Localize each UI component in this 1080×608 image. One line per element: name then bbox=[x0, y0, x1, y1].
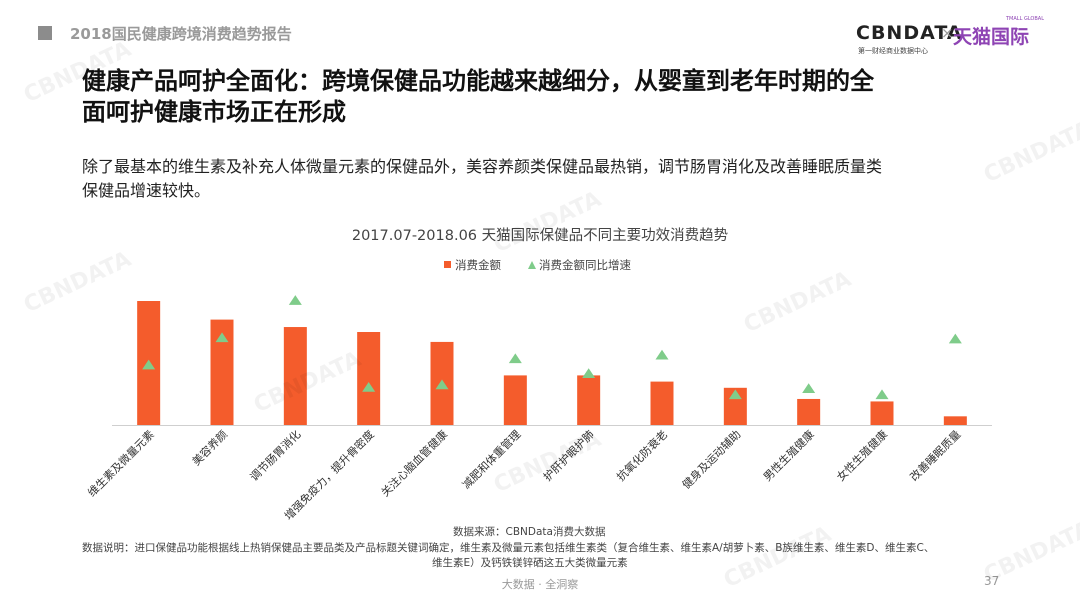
growth-marker bbox=[948, 333, 962, 344]
growth-marker bbox=[435, 379, 449, 390]
chart-title: 2017.07-2018.06 天猫国际保健品不同主要功效消费趋势 bbox=[352, 227, 728, 244]
legend-marker-swatch bbox=[528, 261, 536, 269]
growth-marker bbox=[215, 332, 229, 343]
page-number: 37 bbox=[984, 574, 1000, 588]
bar bbox=[503, 375, 527, 425]
x-tick-label: 护肝护眼护肺 bbox=[540, 427, 597, 484]
data-source: 数据来源：CBNData消费大数据 bbox=[453, 526, 606, 538]
growth-marker bbox=[508, 353, 522, 364]
report-title: 2018国民健康跨境消费趋势报告 bbox=[70, 25, 292, 43]
bar bbox=[943, 416, 967, 425]
x-tick-label: 女性生殖健康 bbox=[834, 427, 891, 484]
growth-marker bbox=[288, 295, 302, 305]
data-note-line-2: 维生素E）及钙铁镁锌硒这五大类微量元素 bbox=[432, 557, 628, 569]
x-tick-label: 调节肠胃消化 bbox=[247, 427, 304, 484]
bar bbox=[283, 327, 307, 425]
x-tick-label: 改善睡眠质量 bbox=[907, 427, 964, 484]
tmall-global-logo-text: 天猫国际 bbox=[953, 26, 1030, 48]
growth-marker bbox=[142, 359, 156, 370]
growth-marker bbox=[728, 389, 742, 400]
bar bbox=[723, 387, 747, 425]
x-tick-label: 抗氧化防衰老 bbox=[614, 427, 671, 484]
headline-line-1: 健康产品呵护全面化：跨境保健品功能越来越细分，从婴童到老年时期的全 bbox=[82, 67, 874, 95]
x-tick-label: 维生素及微量元素 bbox=[85, 427, 157, 499]
x-tick-label: 健身及运动辅助 bbox=[679, 427, 743, 491]
header-square-icon bbox=[38, 26, 52, 40]
cbndata-logo-text: CBNDATA bbox=[856, 22, 963, 44]
bar bbox=[577, 375, 601, 425]
growth-marker bbox=[582, 368, 596, 379]
bar bbox=[870, 401, 894, 425]
summary-line-2: 保健品增速较快。 bbox=[82, 181, 211, 200]
bar bbox=[650, 381, 674, 425]
legend-marker-label: 消费金额同比增速 bbox=[539, 258, 631, 272]
growth-marker bbox=[362, 381, 376, 392]
brand-logo: CBNDATA 第一财经商业数据中心 × 天猫国际 TMALL GLOBAL bbox=[856, 16, 1046, 55]
bar bbox=[210, 319, 234, 425]
bar bbox=[797, 398, 821, 425]
logo-separator: × bbox=[941, 24, 954, 42]
data-note-line-1: 数据说明：进口保健品功能根据线上热销保健品主要品类及产品标题关键词确定，维生素及… bbox=[82, 542, 935, 554]
x-tick-label: 关注心脑血管健康 bbox=[378, 427, 450, 499]
growth-marker bbox=[655, 349, 669, 360]
cbndata-logo-subtitle: 第一财经商业数据中心 bbox=[858, 47, 928, 55]
x-tick-label: 美容养颜 bbox=[189, 427, 230, 468]
bar bbox=[357, 332, 381, 425]
headline-line-2: 面呵护健康市场正在形成 bbox=[82, 98, 346, 126]
growth-marker bbox=[875, 389, 889, 400]
x-tick-label: 减肥和体重管理 bbox=[459, 427, 523, 491]
legend-bar-label: 消费金额 bbox=[455, 258, 501, 272]
legend-bar-swatch bbox=[444, 261, 451, 268]
page-headline: 健康产品呵护全面化：跨境保健品功能越来越细分，从婴童到老年时期的全 面呵护健康市… bbox=[82, 66, 1012, 128]
growth-marker bbox=[802, 383, 816, 393]
page-summary: 除了最基本的维生素及补充人体微量元素的保健品外，美容养颜类保健品最热销，调节肠胃… bbox=[82, 155, 1012, 203]
footer-tagline: 大数据 · 全洞察 bbox=[501, 578, 579, 591]
tmall-global-logo-en: TMALL GLOBAL bbox=[1006, 16, 1045, 22]
x-tick-label: 男性生殖健康 bbox=[760, 427, 817, 484]
summary-line-1: 除了最基本的维生素及补充人体微量元素的保健品外，美容养颜类保健品最热销，调节肠胃… bbox=[82, 157, 883, 176]
